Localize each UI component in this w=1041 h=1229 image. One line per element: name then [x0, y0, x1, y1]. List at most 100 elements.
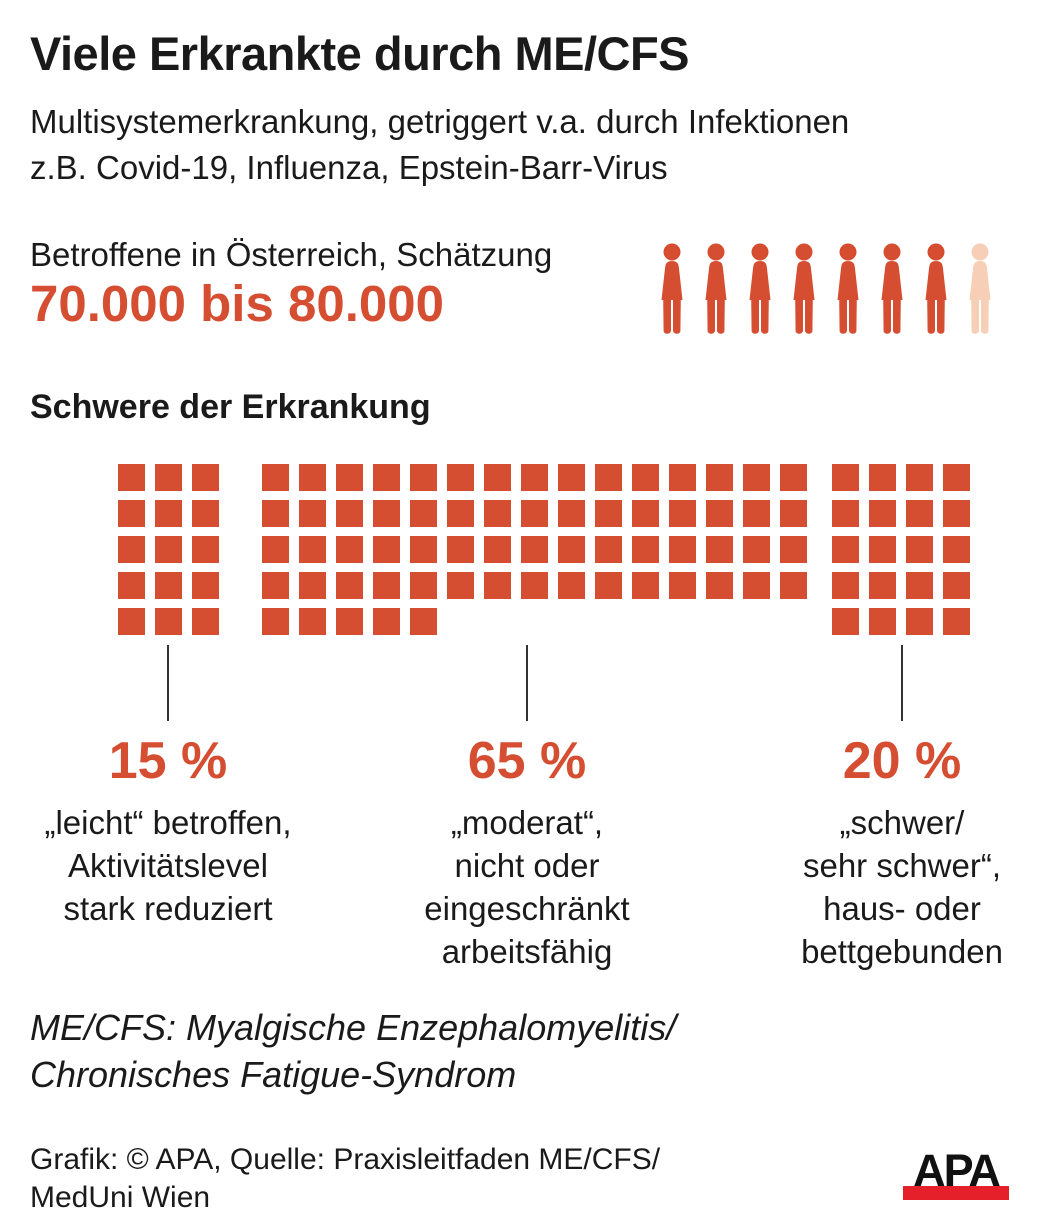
waffle-square — [780, 572, 807, 599]
waffle-square — [373, 500, 400, 527]
person-icon — [837, 243, 859, 334]
severity-description-line: „moderat“, — [450, 804, 604, 841]
percent-value: 20 % — [842, 732, 962, 790]
waffle-square — [595, 500, 622, 527]
waffle-square — [521, 500, 548, 527]
waffle-square — [943, 536, 970, 563]
waffle-square — [447, 572, 474, 599]
estimate-value: 70.000 bis 80.000 — [30, 275, 445, 332]
waffle-square — [118, 608, 145, 635]
waffle-group-2 — [262, 464, 807, 635]
waffle-square — [743, 572, 770, 599]
waffle-square — [832, 464, 859, 491]
affected-persons-pictogram — [655, 243, 997, 338]
severity-description-line: sehr schwer“, — [802, 847, 1002, 884]
waffle-square — [118, 464, 145, 491]
waffle-group-1 — [118, 464, 219, 635]
waffle-square — [706, 572, 733, 599]
waffle-square — [155, 608, 182, 635]
waffle-square — [669, 500, 696, 527]
waffle-square — [832, 536, 859, 563]
waffle-group-3 — [832, 464, 970, 635]
waffle-square — [299, 464, 326, 491]
waffle-square — [118, 572, 145, 599]
waffle-square — [780, 500, 807, 527]
waffle-square — [869, 608, 896, 635]
waffle-square — [447, 464, 474, 491]
severity-description-line: „leicht“ betroffen, — [44, 804, 292, 841]
waffle-square — [299, 608, 326, 635]
waffle-square — [484, 464, 511, 491]
waffle-square — [780, 464, 807, 491]
waffle-square — [869, 500, 896, 527]
waffle-square — [906, 608, 933, 635]
waffle-square — [832, 500, 859, 527]
waffle-square — [595, 536, 622, 563]
waffle-square — [906, 536, 933, 563]
waffle-square — [192, 464, 219, 491]
person-icon — [793, 243, 815, 334]
waffle-square — [447, 500, 474, 527]
waffle-square — [484, 536, 511, 563]
waffle-square — [262, 500, 289, 527]
person-icon — [661, 243, 683, 334]
waffle-square — [192, 536, 219, 563]
waffle-square — [743, 464, 770, 491]
severity-description-line: arbeitsfähig — [441, 933, 613, 970]
waffle-square — [447, 536, 474, 563]
footnote-line-1: ME/CFS: Myalgische Enzephalomyelitis/ — [30, 1007, 677, 1048]
waffle-square — [869, 536, 896, 563]
footnote-line-2: Chronisches Fatigue-Syndrom — [30, 1054, 517, 1095]
person-icon — [749, 243, 771, 334]
waffle-square — [155, 536, 182, 563]
waffle-square — [595, 464, 622, 491]
waffle-square — [558, 536, 585, 563]
person-icon — [925, 243, 947, 334]
severity-heading: Schwere der Erkrankung — [30, 388, 431, 426]
waffle-square — [192, 608, 219, 635]
waffle-square — [336, 464, 363, 491]
waffle-square — [706, 536, 733, 563]
severity-description-line: haus- oder — [823, 890, 981, 927]
waffle-square — [484, 500, 511, 527]
leader-line-2 — [526, 645, 528, 721]
severity-description-line: Aktivitätslevel — [68, 847, 268, 884]
waffle-square — [743, 500, 770, 527]
severity-label-column-1: 15 % „leicht“ betroffen, Aktivitätslevel st… — [0, 731, 348, 930]
severity-description-line: stark reduziert — [63, 890, 273, 927]
source-credit: Grafik: © APA, Quelle: Praxisleitfaden M… — [30, 1141, 660, 1217]
waffle-square — [706, 500, 733, 527]
waffle-square — [155, 464, 182, 491]
waffle-square — [373, 536, 400, 563]
waffle-square — [669, 536, 696, 563]
apa-logo-text: APA — [913, 1145, 1001, 1196]
waffle-square — [192, 500, 219, 527]
waffle-square — [373, 464, 400, 491]
subtitle-line-1: Multisystemerkrankung, getriggert v.a. d… — [30, 103, 850, 140]
waffle-square — [906, 500, 933, 527]
waffle-square — [118, 536, 145, 563]
waffle-square — [706, 464, 733, 491]
person-icon — [969, 243, 991, 334]
waffle-square — [410, 572, 437, 599]
waffle-square — [943, 500, 970, 527]
severity-waffle-chart — [0, 464, 1041, 636]
apa-logo-red-bar — [903, 1186, 1009, 1200]
footnote: ME/CFS: Myalgische Enzephalomyelitis/ Ch… — [30, 1004, 676, 1098]
waffle-square — [262, 536, 289, 563]
severity-description-line: nicht oder — [454, 847, 600, 884]
waffle-square — [780, 536, 807, 563]
page-title: Viele Erkrankte durch ME/CFS — [30, 27, 690, 80]
person-icon — [881, 243, 903, 334]
waffle-square — [410, 500, 437, 527]
waffle-square — [943, 464, 970, 491]
waffle-square — [558, 500, 585, 527]
waffle-square — [373, 608, 400, 635]
waffle-square — [632, 500, 659, 527]
person-icon — [705, 243, 727, 334]
waffle-square — [832, 572, 859, 599]
waffle-square — [595, 572, 622, 599]
waffle-square — [743, 536, 770, 563]
waffle-square — [632, 572, 659, 599]
apa-logo: APA — [903, 1145, 1009, 1200]
